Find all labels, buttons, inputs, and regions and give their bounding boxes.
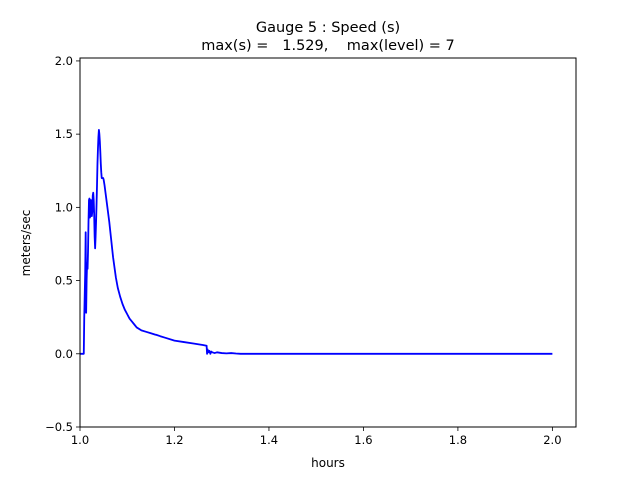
x-tick-label: 1.0 (71, 433, 89, 447)
chart-title-line-1: Gauge 5 : Speed (s) (256, 20, 400, 36)
y-tick-label: 1.5 (55, 127, 73, 141)
y-tick-label: 0.0 (55, 347, 73, 361)
x-tick-label: 1.2 (165, 433, 183, 447)
x-tick-label: 1.8 (449, 433, 467, 447)
y-tick-label: 1.0 (55, 200, 73, 214)
plot-area (80, 128, 553, 355)
x-tick-label: 2.0 (543, 433, 561, 447)
axes-frame (79, 57, 577, 428)
y-tick-label: 2.0 (55, 54, 73, 68)
y-tick-label: 0.5 (55, 274, 73, 288)
speed-series-line (80, 128, 553, 355)
y-axis-label: meters/sec (19, 210, 33, 277)
x-axis-label: hours (311, 456, 345, 470)
y-tick-label: −0.5 (45, 420, 73, 434)
x-tick-label: 1.6 (354, 433, 372, 447)
axis-ticks: 1.0 1.2 1.4 1.6 1.8 2.0 −0.5 0.0 0.5 1.0 1.5 2.0 (45, 54, 561, 447)
chart-title-line-2: max(s) = 1.529, max(level) = 7 (201, 38, 455, 54)
x-tick-label: 1.4 (260, 433, 278, 447)
